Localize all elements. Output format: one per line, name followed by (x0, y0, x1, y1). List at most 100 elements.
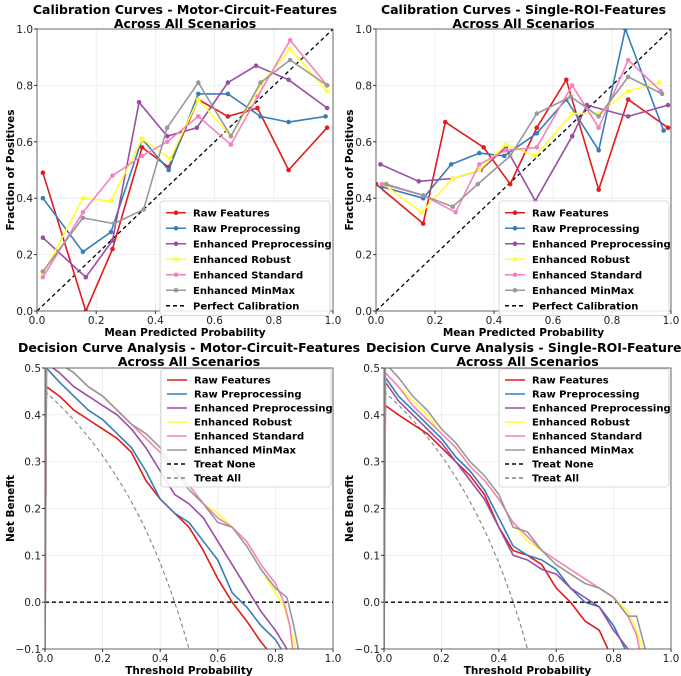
legend-label-enhanced-robust: Enhanced Robust (532, 418, 630, 429)
data-point-raw-preprocessing (166, 167, 171, 173)
legend-marker (512, 256, 518, 262)
chart-title-line: Across All Scenarios (456, 354, 598, 369)
data-point-enhanced-standard (80, 210, 86, 215)
data-point-enhanced-robust (477, 167, 482, 173)
y-tick-label: 0.1 (363, 550, 380, 562)
data-point-raw-preprocessing (448, 162, 454, 167)
legend-box (159, 200, 331, 316)
legend-label-raw-preprocessing: Raw Preprocessing (194, 390, 302, 401)
decision-curve-motor-panel: Decision Curve Analysis - Motor-Circuit-… (5, 340, 360, 676)
y-tick-label: 0.1 (24, 550, 41, 562)
data-point-enhanced-standard (569, 83, 575, 88)
data-point-enhanced-robust (324, 88, 330, 94)
series-line-raw-preprocessing (45, 368, 282, 649)
data-point-enhanced-minmax (384, 181, 389, 187)
legend-marker (173, 287, 179, 293)
chart-title-line: Across All Scenarios (452, 16, 594, 31)
data-point-enhanced-preprocessing (324, 105, 330, 111)
data-point-enhanced-standard (287, 38, 293, 43)
y-tick-label: 0.4 (363, 410, 380, 422)
data-point-raw-features (420, 221, 426, 226)
y-tick-label: −0.1 (355, 644, 381, 656)
data-point-enhanced-minmax (196, 80, 201, 85)
y-tick-label: 0.0 (363, 597, 380, 609)
data-point-enhanced-minmax (80, 215, 86, 221)
data-point-enhanced-minmax (164, 125, 170, 130)
data-point-enhanced-minmax (507, 153, 513, 159)
data-point-enhanced-standard (625, 57, 631, 63)
legend-label-treat-all: Treat All (194, 474, 241, 485)
data-point-enhanced-preprocessing (225, 80, 231, 85)
data-point-enhanced-robust (503, 142, 509, 147)
data-point-enhanced-minmax (659, 91, 665, 97)
data-point-enhanced-standard (503, 148, 509, 153)
data-point-raw-preprocessing (661, 128, 666, 133)
x-tick-label: 0.2 (427, 315, 444, 327)
legend-marker (173, 256, 179, 262)
data-point-enhanced-minmax (287, 57, 293, 63)
data-point-raw-features (83, 308, 89, 311)
series-line-enhanced-minmax (386, 76, 663, 208)
data-point-enhanced-robust (139, 136, 145, 142)
data-point-enhanced-preprocessing (83, 274, 89, 280)
calibration-roi-panel: Calibration Curves - Single-ROI-Features… (344, 2, 679, 339)
data-point-enhanced-standard (196, 114, 201, 119)
y-tick-label: 0.2 (16, 250, 33, 262)
legend-label-treat-none: Treat None (532, 460, 594, 471)
data-point-enhanced-minmax (258, 80, 263, 85)
data-point-raw-features (376, 181, 379, 187)
chart-title-line: Calibration Curves - Single-ROI-Features (381, 2, 666, 17)
legend-marker (512, 210, 518, 216)
legend-box (498, 200, 670, 316)
chart-title-line: Decision Curve Analysis - Single-ROI-Fea… (366, 340, 681, 355)
x-tick-label: 0.2 (94, 653, 111, 665)
data-point-raw-features (596, 187, 601, 192)
y-axis-label: Net Benefit (344, 475, 356, 542)
data-point-enhanced-robust (625, 88, 631, 94)
y-tick-label: 0.4 (355, 193, 372, 205)
legend-label-raw-preprocessing: Raw Preprocessing (532, 390, 640, 401)
x-axis-label: Threshold Probability (464, 665, 592, 676)
data-point-raw-features (225, 114, 231, 119)
data-point-enhanced-preprocessing (40, 235, 46, 240)
data-point-raw-features (255, 105, 260, 111)
legend-label-enhanced-preprocessing: Enhanced Preprocessing (532, 404, 671, 415)
y-tick-label: 0.5 (363, 363, 380, 375)
y-tick-label: 0.0 (24, 597, 41, 609)
decision-curve-roi-panel: Decision Curve Analysis - Single-ROI-Fea… (344, 340, 681, 676)
y-tick-label: −0.1 (16, 644, 42, 656)
data-point-enhanced-robust (287, 46, 293, 51)
data-point-enhanced-standard (534, 145, 540, 150)
legend-marker (173, 272, 179, 278)
x-tick-label: 1.0 (325, 653, 342, 665)
data-point-enhanced-standard (255, 94, 260, 99)
data-point-enhanced-preprocessing (164, 133, 170, 139)
x-tick-label: 1.0 (663, 315, 680, 327)
data-point-enhanced-standard (110, 173, 115, 178)
legend-label-enhanced-robust: Enhanced Robust (194, 418, 292, 429)
legend-label-enhanced-standard: Enhanced Standard (532, 270, 642, 281)
data-point-enhanced-standard (228, 142, 234, 147)
series-line-enhanced-preprocessing (45, 368, 288, 649)
chart-title-line: Across All Scenarios (118, 354, 260, 369)
data-point-raw-preprocessing (623, 29, 628, 32)
series-line-enhanced-minmax (384, 368, 646, 649)
data-point-enhanced-robust (108, 198, 114, 204)
data-point-raw-preprocessing (534, 131, 540, 136)
data-point-enhanced-preprocessing (378, 162, 383, 167)
x-tick-label: 0.4 (490, 653, 507, 665)
data-point-enhanced-preprocessing (194, 125, 200, 130)
x-tick-label: 0.0 (37, 653, 54, 665)
x-tick-label: 0.2 (433, 653, 450, 665)
data-point-enhanced-minmax (324, 83, 330, 88)
data-point-enhanced-robust (196, 97, 201, 102)
y-tick-label: 1.0 (355, 24, 372, 36)
chart-title-line: Decision Curve Analysis - Motor-Circuit-… (18, 340, 360, 355)
legend-label-enhanced-standard: Enhanced Standard (193, 270, 303, 281)
data-point-enhanced-standard (596, 125, 601, 130)
data-point-raw-preprocessing (108, 229, 114, 235)
x-axis-label: Mean Predicted Probability (104, 327, 265, 339)
x-tick-label: 0.0 (376, 653, 393, 665)
y-tick-label: 0.0 (16, 306, 33, 318)
legend-label-enhanced-preprocessing: Enhanced Preprocessing (532, 239, 671, 250)
